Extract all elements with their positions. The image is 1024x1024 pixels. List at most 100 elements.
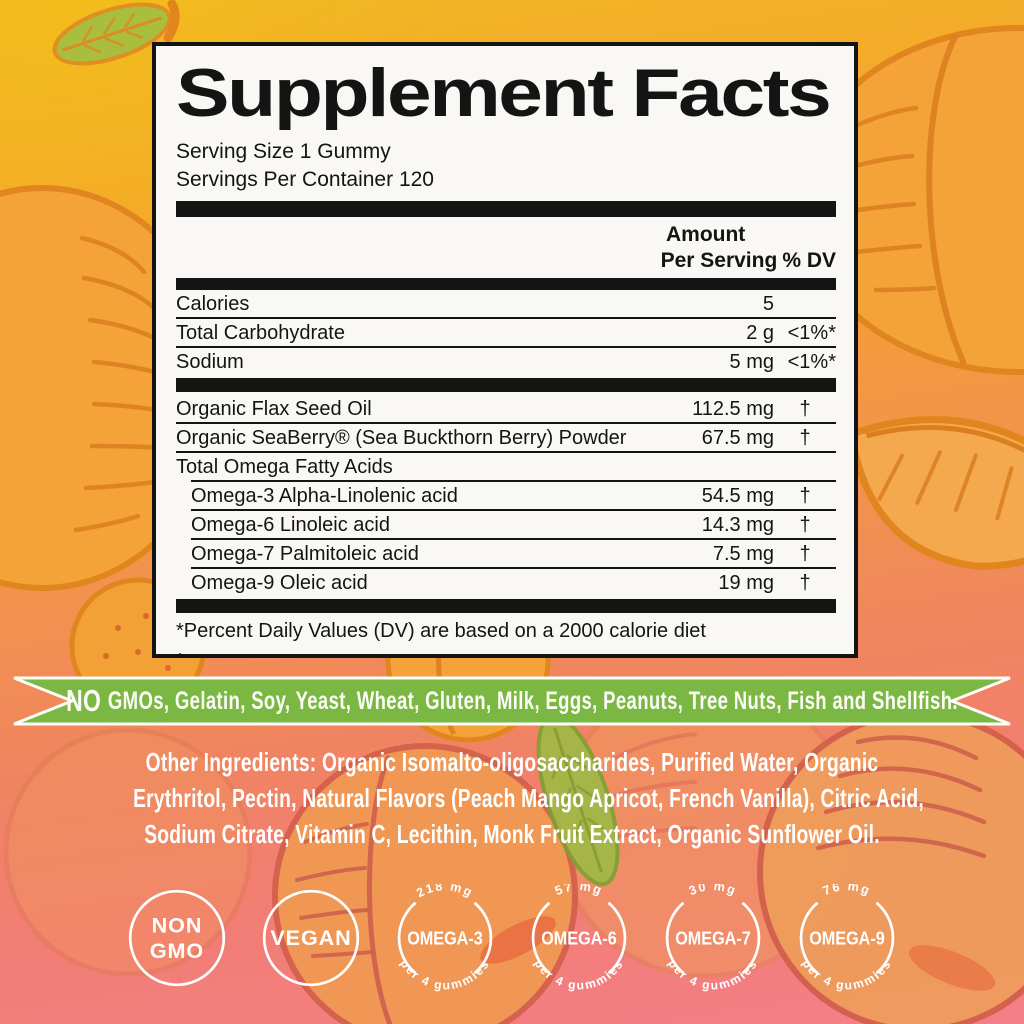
badge-omega-3: 218 mg OMEGA-3 per 4 gummies (397, 884, 493, 992)
nutrient-amount: 54.5 mg (701, 485, 774, 507)
leaf-illustration (908, 945, 996, 991)
badge-per-gummies: per 4 gummies (665, 957, 758, 992)
nutrient-name: Total Omega Fatty Acids (176, 456, 393, 478)
nutrient-name: Organic Flax Seed Oil (176, 398, 372, 420)
divider-bar (176, 201, 836, 217)
footnote-dagger: †Daily Value (DV) not established (176, 650, 470, 658)
ingredients-line: Sodium Citrate, Vitamin C, Lecithin, Mon… (144, 819, 880, 849)
stem-illustration (163, 0, 180, 43)
svg-text:30 mg: 30 mg (687, 884, 739, 898)
badge-omega-7: 30 mg OMEGA-7 per 4 gummies (665, 884, 761, 992)
svg-text:76 mg: 76 mg (821, 884, 873, 898)
badge-per-gummies: per 4 gummies (799, 957, 892, 992)
table-header: Amount Per Serving % DV (176, 217, 836, 278)
badge-label: OMEGA-7 (675, 928, 751, 948)
svg-text:per 4 gummies: per 4 gummies (531, 957, 626, 992)
badge-arc (397, 901, 417, 975)
svg-text:per 4 gummies: per 4 gummies (397, 957, 492, 992)
nutrient-amount: 5 mg (729, 351, 774, 373)
divider-bar (176, 378, 836, 392)
table-row: Calories 5 (176, 290, 836, 317)
badges-row: NON GMO VEGAN 218 mg OMEGA-3 per 4 gummi… (0, 884, 1024, 992)
nutrient-amount: 14.3 mg (701, 514, 774, 536)
badge-arc (665, 901, 685, 975)
badge-omega-6: 57 mg OMEGA-6 per 4 gummies (531, 884, 627, 992)
leaf-illustration (480, 916, 556, 964)
servings-per-container: Servings Per Container 120 (176, 168, 434, 191)
ingredients-line: Other Ingredients: Organic Isomalto-olig… (145, 747, 879, 777)
nutrient-name: Total Carbohydrate (176, 322, 345, 344)
badge-circle (262, 889, 360, 987)
badge-label: GMO (150, 938, 204, 963)
badge-arc (875, 901, 895, 975)
nutrient-amount: 7.5 mg (712, 543, 774, 565)
badge-arc (473, 901, 493, 975)
badge-omega-9: 76 mg OMEGA-9 per 4 gummies (799, 884, 895, 992)
badge-per-gummies: per 4 gummies (397, 957, 490, 992)
badge-non-gmo: NON GMO (128, 889, 226, 987)
nutrient-dv: † (799, 543, 811, 565)
nutrient-dv: † (799, 514, 811, 536)
nutrient-name: Omega-7 Palmitoleic acid (191, 543, 419, 565)
nutrient-dv: <1%* (787, 351, 836, 373)
serving-size: Serving Size 1 Gummy (176, 140, 391, 163)
badge-per-gummies: per 4 gummies (531, 957, 624, 992)
allergen-text: NO GMOs, Gelatin, Soy, Yeast, Wheat, Glu… (66, 676, 957, 726)
table-row: Omega-7 Palmitoleic acid 7.5 mg † (191, 538, 836, 567)
table-row: Total Omega Fatty Acids (176, 451, 836, 480)
ingredients-line: Erythritol, Pectin, Natural Flavors (Pea… (133, 783, 924, 813)
badge-label: NON (152, 913, 203, 938)
nutrient-name: Omega-9 Oleic acid (191, 572, 368, 594)
svg-text:per 4 gummies: per 4 gummies (799, 957, 894, 992)
leaf-illustration (52, 2, 172, 66)
table-row: Omega-9 Oleic acid 19 mg † (191, 567, 836, 596)
svg-text:218 mg: 218 mg (414, 884, 476, 900)
badge-label: OMEGA-6 (541, 928, 617, 948)
badge-mg-amount: 76 mg (821, 884, 871, 898)
nutrient-amount: 19 mg (718, 572, 774, 594)
table-row: Organic Flax Seed Oil 112.5 mg † (176, 395, 836, 422)
supplement-facts-panel: Supplement Facts Serving Size 1 Gummy Se… (152, 42, 858, 658)
per-serving-header: Per Serving (660, 249, 778, 272)
badge-mg-amount: 218 mg (414, 884, 474, 900)
nutrient-name: Sodium (176, 351, 244, 373)
svg-text:per 4 gummies: per 4 gummies (665, 957, 760, 992)
badge-mg-amount: 30 mg (687, 884, 737, 898)
nutrient-dv: <1%* (787, 322, 836, 344)
badge-label: OMEGA-9 (809, 928, 885, 948)
table-row: Total Carbohydrate 2 g <1%* (176, 317, 836, 346)
badge-mg-amount: 57 mg (553, 884, 603, 898)
table-row: Omega-6 Linoleic acid 14.3 mg † (191, 509, 836, 538)
ribbon-banner-shape (13, 676, 1011, 726)
badge-circle (128, 889, 226, 987)
table-row: Sodium 5 mg <1%* (176, 346, 836, 375)
badge-arc (741, 901, 761, 975)
nutrient-dv: † (799, 427, 811, 449)
table-row: Organic SeaBerry® (Sea Buckthorn Berry) … (176, 422, 836, 451)
apricot-slice-illustration (847, 416, 1024, 570)
nutrient-name: Omega-3 Alpha-Linolenic acid (191, 485, 458, 507)
svg-text:57 mg: 57 mg (553, 884, 605, 898)
nutrient-amount: 2 g (746, 322, 774, 344)
table-row: Omega-3 Alpha-Linolenic acid 54.5 mg † (191, 480, 836, 509)
divider-bar (176, 599, 836, 613)
dv-header: % DV (782, 249, 836, 272)
badge-label: OMEGA-3 (407, 928, 483, 948)
divider-bar (176, 278, 836, 290)
apricot-illustration (3, 727, 253, 977)
footnote-dv: *Percent Daily Values (DV) are based on … (176, 620, 706, 642)
nutrient-name: Omega-6 Linoleic acid (191, 514, 390, 536)
badge-vegan: VEGAN (262, 889, 360, 987)
nutrient-dv: † (799, 398, 811, 420)
nutrient-name: Calories (176, 293, 250, 315)
badge-label: VEGAN (270, 925, 351, 950)
nutrient-dv: † (799, 572, 811, 594)
badge-arc (799, 901, 819, 975)
no-label: NO (66, 683, 102, 718)
badge-arc (607, 901, 627, 975)
nutrient-amount: 112.5 mg (692, 398, 774, 420)
allergen-ribbon: NO GMOs, Gelatin, Soy, Yeast, Wheat, Glu… (0, 676, 1024, 728)
nutrient-name: Organic SeaBerry® (Sea Buckthorn Berry) … (176, 427, 627, 449)
nutrient-dv: † (799, 485, 811, 507)
